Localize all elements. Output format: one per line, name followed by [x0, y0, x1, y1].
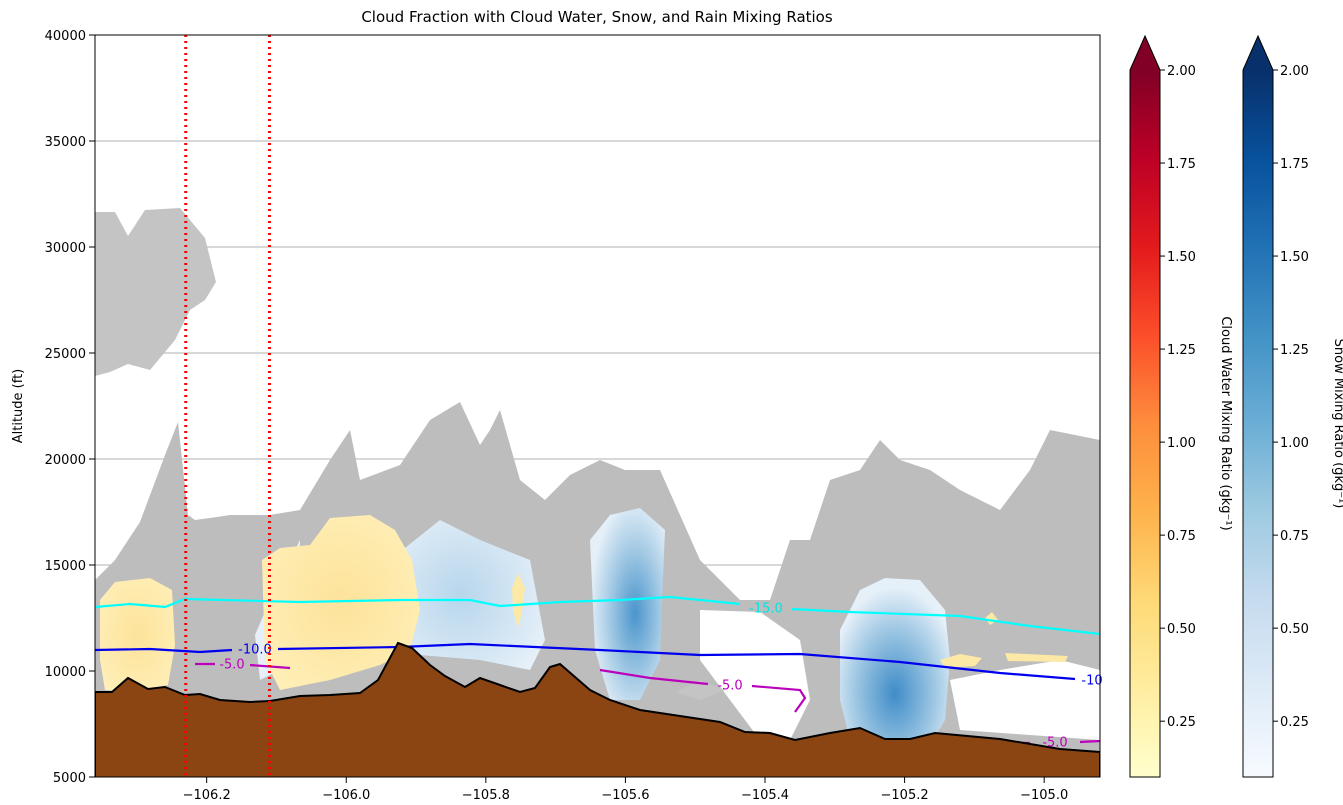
colorbar-tick-label: 1.75 [1167, 157, 1196, 172]
colorbar-tick-label: 1.25 [1280, 343, 1309, 358]
colorbar-frame [1242, 34, 1274, 778]
contour-label: -10.0 [238, 643, 272, 658]
temperature-contour [599, 668, 807, 713]
x-tick-label: −105.8 [462, 788, 510, 803]
colorbar-label: Cloud Water Mixing Ratio (gkg⁻¹) [1218, 316, 1233, 530]
y-axis-label: Altitude (ft) [11, 369, 26, 444]
plot-frame [94, 34, 1101, 778]
colorbar [1130, 70, 1160, 777]
contour-labels: -15.0 -10.0 -10 -5.0 -5.0 -5.0 [219, 602, 1102, 751]
contour-label: -15.0 [749, 602, 783, 617]
y-tick-label: 15000 [45, 559, 86, 574]
contour-label: -5.0 [1042, 736, 1067, 751]
cloud-fraction [95, 208, 216, 376]
colorbar-tick-label: 1.50 [1167, 250, 1196, 265]
cloud-fraction [700, 610, 810, 740]
colorbar-tick-label: 1.00 [1167, 436, 1196, 451]
overlay [184, 35, 271, 777]
x-tick-label: −105.6 [601, 788, 649, 803]
x-tick-label: −106.0 [322, 788, 370, 803]
colorbar-tick-label: 0.25 [1167, 715, 1196, 730]
terrain [95, 641, 1100, 777]
chart-title: Cloud Fraction with Cloud Water, Snow, a… [361, 8, 833, 26]
snow-field [840, 578, 950, 755]
colorbar-tick-label: 2.00 [1280, 64, 1309, 79]
cloud-water-field [100, 578, 175, 692]
colorbar-frame [1129, 34, 1161, 778]
colorbar-tick-label: 0.75 [1280, 529, 1309, 544]
x-tick-label: −105.2 [881, 788, 929, 803]
colorbar-tick-label: 2.00 [1167, 64, 1196, 79]
colorbar-extend [1130, 36, 1160, 70]
colorbar [1243, 70, 1273, 777]
y-tick-label: 5000 [53, 771, 86, 786]
fields [95, 208, 1100, 777]
colorbar-tick-label: 0.75 [1167, 529, 1196, 544]
snow-field [405, 520, 545, 670]
colorbar-tick-label: 0.50 [1280, 622, 1309, 637]
colorbar-extend [1243, 36, 1273, 70]
cloud-fraction [950, 660, 1100, 740]
contour-label: -5.0 [717, 679, 742, 694]
cloud-fraction [675, 680, 725, 700]
colorbar-tick-label: 1.50 [1280, 250, 1309, 265]
cloud-water-field [512, 573, 525, 628]
temperature-contour [95, 647, 233, 654]
y-tick-label: 40000 [45, 29, 86, 44]
colorbar-tick-label: 1.75 [1280, 157, 1309, 172]
temperature-contour [791, 607, 1100, 636]
cloud-water-field [940, 654, 982, 668]
temperature-contour [95, 595, 741, 609]
x-tick-label: −105.4 [741, 788, 789, 803]
colorbar-tick-label: 1.00 [1280, 436, 1309, 451]
y-tick-label: 20000 [45, 453, 86, 468]
colorbar-label: Snow Mixing Ratio (gkg⁻¹) [1331, 339, 1343, 509]
temperature-contour [277, 642, 1076, 681]
contour-label: -10 [1081, 674, 1102, 689]
y-tick-label: 35000 [45, 135, 86, 150]
y-tick-label: 25000 [45, 347, 86, 362]
colorbar-tick-label: 0.50 [1167, 622, 1196, 637]
contour-label: -5.0 [219, 658, 244, 673]
x-tick-label: −106.2 [183, 788, 231, 803]
x-tick-label: −105.0 [1020, 788, 1068, 803]
y-tick-label: 10000 [45, 665, 86, 680]
cloud-water-field [1005, 653, 1068, 662]
y-tick-label: 30000 [45, 241, 86, 256]
colorbar-tick-label: 0.25 [1280, 715, 1309, 730]
colorbar-tick-label: 1.25 [1167, 343, 1196, 358]
